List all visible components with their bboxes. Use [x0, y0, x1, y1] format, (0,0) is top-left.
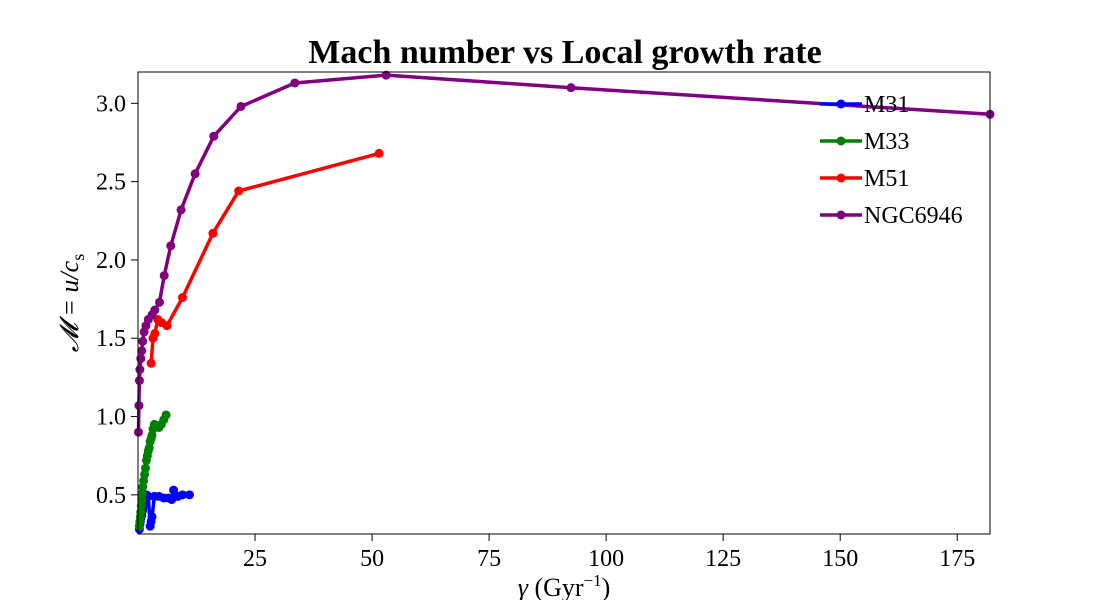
- y-tick-label: 3.0: [96, 91, 126, 117]
- x-tick-label: 25: [243, 546, 267, 572]
- legend-label: NGC6946: [864, 203, 963, 229]
- x-tick-label: 175: [939, 546, 975, 572]
- data-point: [137, 346, 147, 356]
- data-point: [290, 78, 300, 88]
- series-ngc6946: [133, 70, 995, 437]
- series-m51: [146, 148, 384, 368]
- legend-item: M31: [820, 92, 909, 118]
- plot-frame: [137, 71, 991, 535]
- legend-label: M33: [864, 129, 909, 155]
- x-tick-label: 100: [588, 546, 624, 572]
- legend-item: M33: [820, 129, 909, 155]
- data-point: [234, 186, 244, 196]
- data-point: [236, 101, 246, 111]
- data-point: [190, 169, 200, 179]
- data-point: [209, 131, 219, 141]
- series-line: [136, 73, 991, 433]
- data-point: [136, 354, 146, 364]
- legend-item: NGC6946: [820, 203, 963, 229]
- x-axis-label: γ (Gyr−1): [518, 571, 611, 600]
- y-tick-label: 1.5: [96, 326, 126, 352]
- x-tick-label: 75: [477, 546, 501, 572]
- y-tick-label: 0.5: [96, 483, 126, 509]
- data-point: [134, 376, 144, 386]
- data-point: [177, 490, 187, 500]
- data-point: [162, 321, 172, 331]
- tick-layer: 25 50 75 100 125 150 175 0.5 1.0 1.5 2.0 2.5 3.0: [96, 91, 975, 572]
- y-tick-label: 2.5: [96, 170, 126, 196]
- data-point: [140, 463, 150, 473]
- legend-label: M31: [864, 92, 909, 118]
- legend-swatch-marker: [836, 210, 846, 220]
- series-layer: [133, 70, 995, 534]
- data-point: [177, 293, 187, 303]
- chart-title: Mach number vs Local growth rate: [308, 34, 821, 71]
- data-point: [166, 241, 176, 251]
- data-point: [159, 271, 169, 281]
- data-point: [155, 297, 165, 307]
- x-tick-label: 125: [705, 546, 741, 572]
- y-axis-label: 𝓜 = u/cs: [55, 254, 88, 352]
- legend-swatch-marker: [836, 173, 846, 183]
- data-point: [184, 490, 194, 500]
- data-point: [147, 512, 157, 522]
- data-point: [150, 329, 160, 339]
- data-point: [381, 70, 391, 80]
- legend-label: M51: [864, 166, 909, 192]
- data-point: [150, 305, 160, 315]
- y-tick-label: 2.0: [96, 248, 126, 274]
- data-point: [566, 83, 576, 93]
- legend: M31 M33 M51 NGC6946: [820, 92, 963, 229]
- series-line: [149, 151, 380, 364]
- legend-swatch-marker: [836, 99, 846, 109]
- data-point: [176, 205, 186, 215]
- y-tick-label: 1.0: [96, 405, 126, 431]
- legend-item: M51: [820, 166, 909, 192]
- data-point: [134, 401, 144, 411]
- data-point: [146, 358, 156, 368]
- data-point: [135, 365, 145, 375]
- x-tick-label: 50: [360, 546, 384, 572]
- x-tick-label: 150: [822, 546, 858, 572]
- data-point: [161, 410, 171, 420]
- data-point: [138, 336, 148, 346]
- data-point: [374, 148, 384, 158]
- data-point: [208, 228, 218, 238]
- legend-swatch-marker: [836, 136, 846, 146]
